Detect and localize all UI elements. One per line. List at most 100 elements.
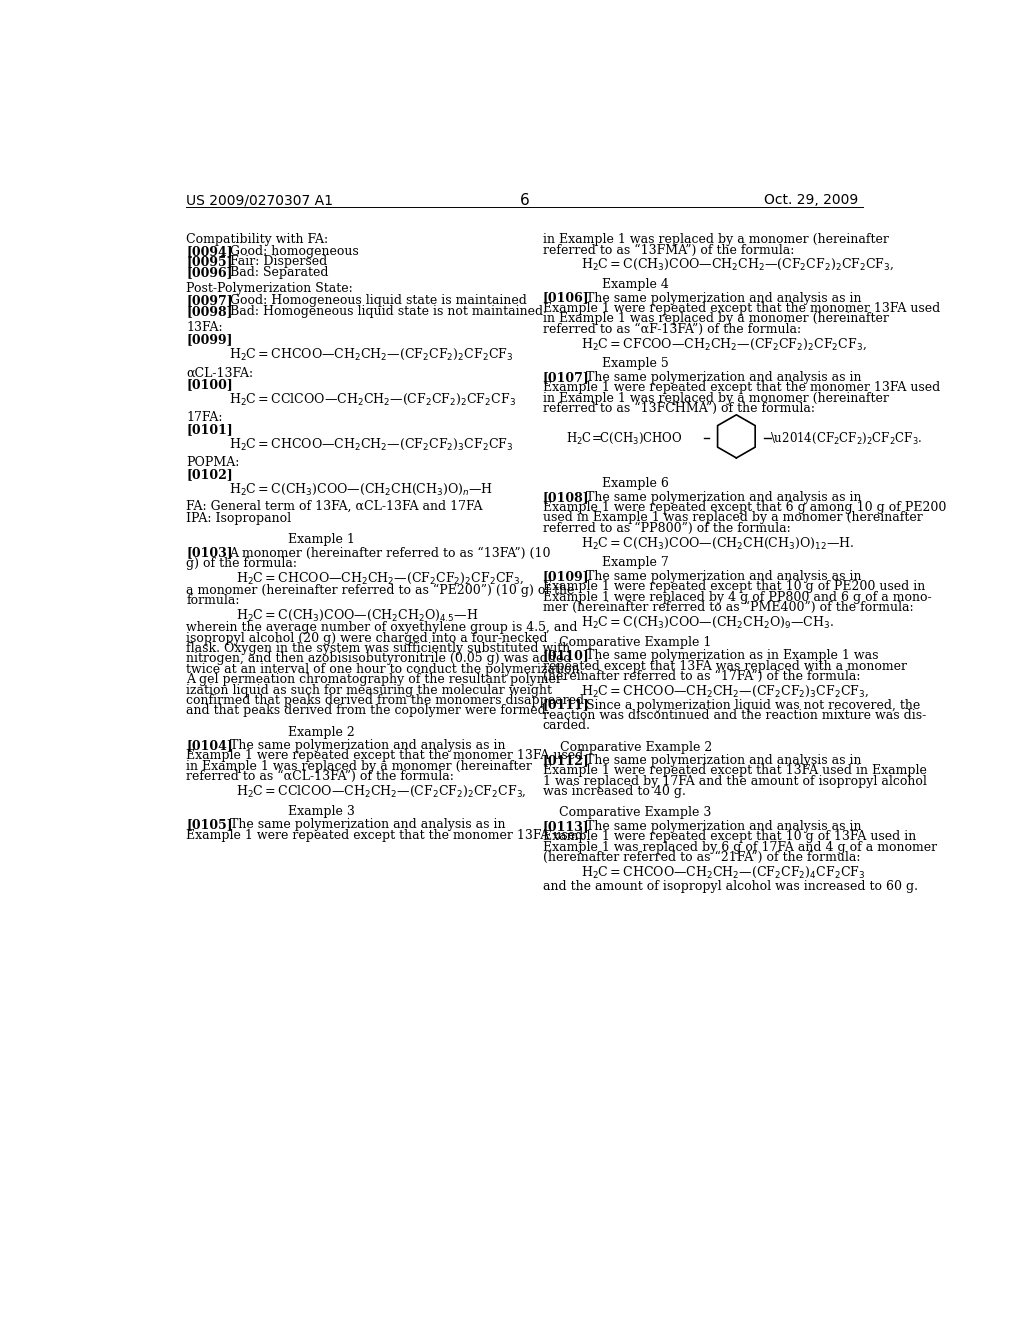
Text: in Example 1 was replaced by a monomer (hereinafter: in Example 1 was replaced by a monomer (…	[543, 234, 889, 246]
Text: Example 1 were repeated except that 10 g of PE200 used in: Example 1 were repeated except that 10 g…	[543, 581, 925, 594]
Text: [0109]: [0109]	[543, 570, 589, 583]
Text: g) of the formula:: g) of the formula:	[186, 557, 297, 570]
Text: Example 1 were repeated except that the monomer 13FA used: Example 1 were repeated except that the …	[543, 381, 940, 395]
Text: The same polymerization as in Example 1 was: The same polymerization as in Example 1 …	[586, 649, 879, 663]
Text: 6: 6	[520, 193, 529, 209]
Text: Compatibility with FA:: Compatibility with FA:	[186, 234, 329, 246]
Text: The same polymerization and analysis as in: The same polymerization and analysis as …	[586, 292, 861, 305]
Text: Example 1 was replaced by 6 g of 17FA and 4 g of a monomer: Example 1 was replaced by 6 g of 17FA an…	[543, 841, 937, 854]
Text: flask. Oxygen in the system was sufficiently substituted with: flask. Oxygen in the system was sufficie…	[186, 642, 570, 655]
Text: mer (hereinafter referred to as “PME400”) of the formula:: mer (hereinafter referred to as “PME400”…	[543, 601, 913, 614]
Text: Fair: Dispersed: Fair: Dispersed	[229, 256, 327, 268]
Text: [0102]: [0102]	[186, 469, 232, 482]
Text: Example 1: Example 1	[289, 533, 355, 546]
Text: The same polymerization and analysis as in: The same polymerization and analysis as …	[586, 820, 861, 833]
Text: FA: General term of 13FA, αCL-13FA and 17FA: FA: General term of 13FA, αCL-13FA and 1…	[186, 500, 482, 513]
Text: Good: Homogeneous liquid state is maintained: Good: Homogeneous liquid state is mainta…	[229, 294, 526, 308]
Text: [0111]: [0111]	[543, 698, 590, 711]
Text: The same polymerization and analysis as in: The same polymerization and analysis as …	[586, 371, 861, 384]
Text: Example 1 were repeated except that 13FA used in Example: Example 1 were repeated except that 13FA…	[543, 764, 927, 777]
Text: Example 6: Example 6	[602, 478, 669, 490]
Text: Example 1 were repeated except that 10 g of 13FA used in: Example 1 were repeated except that 10 g…	[543, 830, 915, 843]
Text: [0101]: [0101]	[186, 424, 232, 437]
Text: Comparative Example 2: Comparative Example 2	[559, 741, 712, 754]
Text: referred to as “αF-13FA”) of the formula:: referred to as “αF-13FA”) of the formula…	[543, 323, 801, 335]
Text: POPMA:: POPMA:	[186, 457, 240, 470]
Text: Example 2: Example 2	[289, 726, 355, 738]
Text: [0106]: [0106]	[543, 292, 589, 305]
Text: H$_2$C$=$CHCOO—CH$_2$CH$_2$—(CF$_2$CF$_2$)$_3$CF$_2$CF$_3$,: H$_2$C$=$CHCOO—CH$_2$CH$_2$—(CF$_2$CF$_2…	[582, 684, 869, 700]
Text: Example 1 were repeated except that the monomer 13FA used: Example 1 were repeated except that the …	[186, 829, 584, 842]
Text: a monomer (hereinafter referred to as “PE200”) (10 g) of the: a monomer (hereinafter referred to as “P…	[186, 583, 574, 597]
Text: Since a polymerization liquid was not recovered, the: Since a polymerization liquid was not re…	[586, 698, 921, 711]
Text: H$_2$C$\!=\!\!$C(CH$_3$)CHOO: H$_2$C$\!=\!\!$C(CH$_3$)CHOO	[566, 430, 682, 446]
Text: was increased to 40 g.: was increased to 40 g.	[543, 785, 685, 799]
Text: The same polymerization and analysis as in: The same polymerization and analysis as …	[229, 739, 505, 752]
Text: Comparative Example 3: Comparative Example 3	[559, 807, 712, 820]
Text: [0094]: [0094]	[186, 246, 232, 257]
Text: Example 5: Example 5	[602, 358, 669, 371]
Text: H$_2$C$=$CHCOO—CH$_2$CH$_2$—(CF$_2$CF$_2$)$_2$CF$_2$CF$_3$: H$_2$C$=$CHCOO—CH$_2$CH$_2$—(CF$_2$CF$_2…	[228, 347, 513, 362]
Text: [0110]: [0110]	[543, 649, 590, 663]
Text: confirmed that peaks derived from the monomers disappeared: confirmed that peaks derived from the mo…	[186, 694, 585, 708]
Text: nitrogen, and then azobisisobutyronitrile (0.05 g) was added: nitrogen, and then azobisisobutyronitril…	[186, 652, 571, 665]
Text: Oct. 29, 2009: Oct. 29, 2009	[764, 193, 858, 207]
Text: referred to as “αCL-13FA”) of the formula:: referred to as “αCL-13FA”) of the formul…	[186, 770, 454, 783]
Text: H$_2$C$=$CFCOO—CH$_2$CH$_2$—(CF$_2$CF$_2$)$_2$CF$_2$CF$_3$,: H$_2$C$=$CFCOO—CH$_2$CH$_2$—(CF$_2$CF$_2…	[582, 337, 867, 351]
Text: [0103]: [0103]	[186, 546, 232, 560]
Text: twice at an interval of one hour to conduct the polymerization.: twice at an interval of one hour to cond…	[186, 663, 584, 676]
Text: [0108]: [0108]	[543, 491, 589, 504]
Text: H$_2$C$=$C(CH$_3$)COO—(CH$_2$CH$_2$O)$_{4.5}$—H: H$_2$C$=$C(CH$_3$)COO—(CH$_2$CH$_2$O)$_{…	[237, 607, 479, 623]
Text: Post-Polymerization State:: Post-Polymerization State:	[186, 282, 353, 296]
Text: A gel permeation chromatography of the resultant polymer-: A gel permeation chromatography of the r…	[186, 673, 566, 686]
Text: ization liquid as such for measuring the molecular weight: ization liquid as such for measuring the…	[186, 684, 552, 697]
Text: H$_2$C$=$CClCOO—CH$_2$CH$_2$—(CF$_2$CF$_2$)$_2$CF$_2$CF$_3$,: H$_2$C$=$CClCOO—CH$_2$CH$_2$—(CF$_2$CF$_…	[237, 784, 527, 799]
Text: and the amount of isopropyl alcohol was increased to 60 g.: and the amount of isopropyl alcohol was …	[543, 879, 918, 892]
Text: H$_2$C$=$CClCOO—CH$_2$CH$_2$—(CF$_2$CF$_2$)$_2$CF$_2$CF$_3$: H$_2$C$=$CClCOO—CH$_2$CH$_2$—(CF$_2$CF$_…	[228, 392, 516, 407]
Text: US 2009/0270307 A1: US 2009/0270307 A1	[186, 193, 333, 207]
Text: [0097]: [0097]	[186, 294, 232, 308]
Text: wherein the average number of oxyethylene group is 4.5, and: wherein the average number of oxyethylen…	[186, 622, 578, 634]
Text: repeated except that 13FA was replaced with a monomer: repeated except that 13FA was replaced w…	[543, 660, 906, 673]
Text: in Example 1 was replaced by a monomer (hereinafter: in Example 1 was replaced by a monomer (…	[543, 392, 889, 405]
Text: used in Example 1 was replaced by a monomer (hereinafter: used in Example 1 was replaced by a mono…	[543, 511, 923, 524]
Text: The same polymerization and analysis as in: The same polymerization and analysis as …	[229, 818, 505, 832]
Text: [0105]: [0105]	[186, 818, 232, 832]
Text: formula:: formula:	[186, 594, 240, 607]
Text: 1 was replaced by 17FA and the amount of isopropyl alcohol: 1 was replaced by 17FA and the amount of…	[543, 775, 927, 788]
Text: Example 1 were repeated except that the monomer 13FA used: Example 1 were repeated except that the …	[543, 302, 940, 315]
Text: Example 1 were repeated except that the monomer 13FA used: Example 1 were repeated except that the …	[186, 750, 584, 763]
Text: isopropyl alcohol (20 g) were charged into a four-necked: isopropyl alcohol (20 g) were charged in…	[186, 631, 548, 644]
Text: Bad: Homogeneous liquid state is not maintained: Bad: Homogeneous liquid state is not mai…	[229, 305, 543, 318]
Text: [0098]: [0098]	[186, 305, 232, 318]
Text: [0096]: [0096]	[186, 265, 232, 279]
Text: The same polymerization and analysis as in: The same polymerization and analysis as …	[586, 491, 861, 504]
Text: \u2014(CF$_2$CF$_2$)$_2$CF$_2$CF$_3$.: \u2014(CF$_2$CF$_2$)$_2$CF$_2$CF$_3$.	[770, 430, 922, 446]
Text: The same polymerization and analysis as in: The same polymerization and analysis as …	[586, 754, 861, 767]
Text: referred to as “13FCHMA”) of the formula:: referred to as “13FCHMA”) of the formula…	[543, 403, 815, 414]
Text: in Example 1 was replaced by a monomer (hereinafter: in Example 1 was replaced by a monomer (…	[543, 313, 889, 326]
Text: (hereinafter referred to as “17FA”) of the formula:: (hereinafter referred to as “17FA”) of t…	[543, 671, 860, 682]
Text: Comparative Example 1: Comparative Example 1	[559, 636, 712, 649]
Text: A monomer (hereinafter referred to as “13FA”) (10: A monomer (hereinafter referred to as “1…	[229, 546, 551, 560]
Text: [0099]: [0099]	[186, 333, 232, 346]
Text: [0113]: [0113]	[543, 820, 589, 833]
Text: 13FA:: 13FA:	[186, 321, 223, 334]
Text: H$_2$C$=$CHCOO—CH$_2$CH$_2$—(CF$_2$CF$_2$)$_4$CF$_2$CF$_3$: H$_2$C$=$CHCOO—CH$_2$CH$_2$—(CF$_2$CF$_2…	[582, 865, 865, 879]
Text: and that peaks derived from the copolymer were formed.: and that peaks derived from the copolyme…	[186, 705, 550, 717]
Text: H$_2$C$=$C(CH$_3$)COO—(CH$_2$CH(CH$_3$)O)$_n$—H: H$_2$C$=$C(CH$_3$)COO—(CH$_2$CH(CH$_3$)O…	[228, 482, 493, 498]
Text: reaction was discontinued and the reaction mixture was dis-: reaction was discontinued and the reacti…	[543, 709, 926, 722]
Text: in Example 1 was replaced by a monomer (hereinafter: in Example 1 was replaced by a monomer (…	[186, 760, 532, 772]
Text: [0107]: [0107]	[543, 371, 590, 384]
Text: The same polymerization and analysis as in: The same polymerization and analysis as …	[586, 570, 861, 583]
Text: referred to as “13FMA”) of the formula:: referred to as “13FMA”) of the formula:	[543, 243, 794, 256]
Text: [0104]: [0104]	[186, 739, 232, 752]
Text: H$_2$C$=$CHCOO—CH$_2$CH$_2$—(CF$_2$CF$_2$)$_3$CF$_2$CF$_3$: H$_2$C$=$CHCOO—CH$_2$CH$_2$—(CF$_2$CF$_2…	[228, 437, 513, 451]
Text: referred to as “PP800”) of the formula:: referred to as “PP800”) of the formula:	[543, 521, 791, 535]
Text: Bad: Separated: Bad: Separated	[229, 265, 328, 279]
Text: H$_2$C$=$CHCOO—CH$_2$CH$_2$—(CF$_2$CF$_2$)$_2$CF$_2$CF$_3$,: H$_2$C$=$CHCOO—CH$_2$CH$_2$—(CF$_2$CF$_2…	[237, 570, 524, 586]
Text: Example 1 were repeated except that 6 g among 10 g of PE200: Example 1 were repeated except that 6 g …	[543, 502, 946, 513]
Text: Example 7: Example 7	[602, 557, 669, 569]
Text: [0100]: [0100]	[186, 379, 232, 391]
Text: Example 1 were replaced by 4 g of PP800 and 6 g of a mono-: Example 1 were replaced by 4 g of PP800 …	[543, 591, 931, 603]
